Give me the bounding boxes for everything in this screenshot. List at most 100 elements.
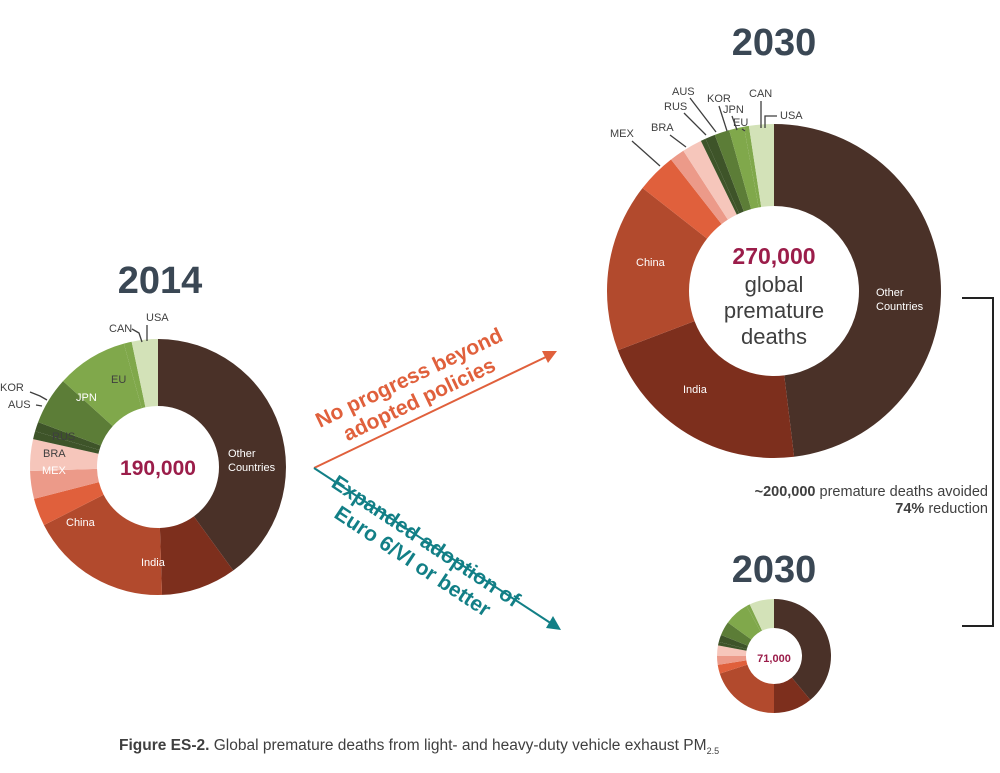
reduction-line-1: ~200,000 premature deaths avoided	[755, 484, 988, 500]
slice-0-china	[43, 494, 163, 595]
reduction-percent: 74%	[895, 501, 924, 517]
label-2030a-india: India	[683, 384, 708, 396]
slice-1-other-countries	[774, 124, 942, 457]
label-2030a-bra: BRA	[651, 122, 674, 134]
center-value-2030-policy: 270,000	[732, 243, 815, 269]
slice-0-other-countries	[158, 339, 287, 571]
slice-0-india	[159, 516, 234, 595]
chart-title-2030-euro: 2030	[732, 549, 817, 591]
slice-2-india	[774, 677, 811, 713]
leader-2030a-eu	[741, 128, 746, 132]
label-2014-kor: KOR	[0, 382, 24, 394]
slice-1-kor	[705, 134, 744, 214]
label-2014-other-2: Countries	[228, 462, 276, 474]
donut-2030-euro	[717, 599, 832, 713]
label-2030a-mex: MEX	[610, 128, 635, 140]
label-2030a-other-2: Countries	[876, 301, 924, 313]
euro-arrow-line	[313, 467, 553, 625]
slice-0-aus	[33, 431, 100, 454]
policy-arrow-head	[542, 351, 557, 363]
slice-1-mex	[642, 159, 722, 239]
slice-2-other-countries	[774, 599, 832, 700]
leader-2014-can	[131, 328, 143, 343]
slice-2-jpn	[721, 622, 752, 646]
slice-2-mex	[717, 660, 748, 674]
slice-0-eu	[63, 343, 142, 427]
label-2030a-can: CAN	[749, 88, 772, 100]
label-2014-mex: MEX	[42, 465, 67, 477]
label-2030a-kor: KOR	[707, 93, 731, 105]
label-2030a-aus: AUS	[672, 86, 695, 98]
label-2014-rus: RUS	[52, 431, 75, 443]
euro-arrow-head	[546, 616, 561, 630]
leader-2030a-usa	[764, 115, 777, 128]
slice-2-bra	[717, 656, 747, 665]
label-2014-india: India	[141, 557, 166, 569]
slice-0-bra	[30, 468, 99, 499]
donut-2030-policy	[607, 124, 942, 459]
slice-2-eu	[727, 606, 761, 640]
label-2014-aus: AUS	[8, 399, 31, 411]
slice-1-bra	[671, 150, 728, 225]
slice-1-rus	[683, 140, 737, 220]
center-value-2030-euro: 71,000	[757, 653, 791, 665]
figure-caption: Figure ES-2. Global premature deaths fro…	[119, 737, 719, 756]
slice-1-usa	[748, 124, 774, 207]
leader-2030a-rus	[683, 112, 707, 136]
slice-1-jpn	[714, 130, 752, 212]
leader-2030a-jpn	[731, 115, 738, 131]
slice-0-rus	[30, 439, 99, 472]
reduction-line-2: 74% reduction	[895, 501, 988, 517]
euro-arrow-text-1: Expanded adoption of	[327, 471, 524, 612]
slice-0-mex	[34, 482, 104, 526]
slice-1-eu	[729, 126, 759, 210]
slice-0-kor	[35, 422, 101, 450]
leader-2030a-bra	[669, 134, 687, 148]
slice-0-jpn	[38, 381, 113, 446]
reduction-deaths-text: premature deaths avoided	[816, 484, 989, 500]
label-2014-jpn: JPN	[76, 392, 97, 404]
slice-2-usa	[749, 599, 774, 631]
label-2014-china: China	[66, 517, 96, 529]
center-text-global: global	[745, 272, 804, 297]
donut-2014	[30, 339, 287, 595]
slice-2-aus	[718, 641, 747, 651]
center-value-2014: 190,000	[120, 457, 196, 480]
reduction-percent-text: reduction	[924, 501, 988, 517]
leader-2014-kor	[29, 391, 48, 401]
leader-2014-aus	[35, 404, 43, 407]
label-2014-eu: EU	[111, 374, 126, 386]
label-2030a-jpn: JPN	[723, 104, 744, 116]
slice-2-kor	[718, 635, 748, 650]
slice-1-can	[743, 125, 762, 208]
reduction-bracket	[962, 297, 994, 627]
slice-1-aus	[700, 138, 740, 215]
chart-title-2014: 2014	[118, 260, 203, 302]
leader-2030a-aus	[689, 97, 717, 133]
label-2014-bra: BRA	[43, 448, 66, 460]
slice-0-can	[123, 341, 146, 409]
caption-text: Global premature deaths from light- and …	[209, 737, 707, 754]
slice-2-can	[746, 604, 763, 632]
label-2030a-other-1: Other	[876, 287, 904, 299]
slice-1-india	[617, 321, 795, 459]
label-2030a-china: China	[636, 257, 666, 269]
label-2030a-rus: RUS	[664, 101, 687, 113]
label-2014-other-1: Other	[228, 448, 256, 460]
label-2030a-eu: EU	[733, 117, 748, 129]
slice-1-china	[607, 188, 708, 351]
label-2014-usa: USA	[146, 312, 169, 324]
caption-subscript: 2.5	[706, 746, 720, 757]
reduction-deaths-value: ~200,000	[755, 484, 816, 500]
caption-figure-number: Figure ES-2.	[119, 737, 210, 754]
slice-0-usa	[131, 339, 158, 408]
chart-title-2030-policy: 2030	[732, 22, 817, 64]
leader-2030a-kor	[718, 105, 728, 132]
center-text-deaths: deaths	[741, 324, 807, 349]
label-2030a-usa: USA	[780, 110, 803, 122]
center-text-premature: premature	[724, 298, 824, 323]
leader-2030a-mex	[631, 140, 661, 167]
policy-arrow-line	[313, 355, 549, 469]
label-2014-can: CAN	[109, 323, 132, 335]
